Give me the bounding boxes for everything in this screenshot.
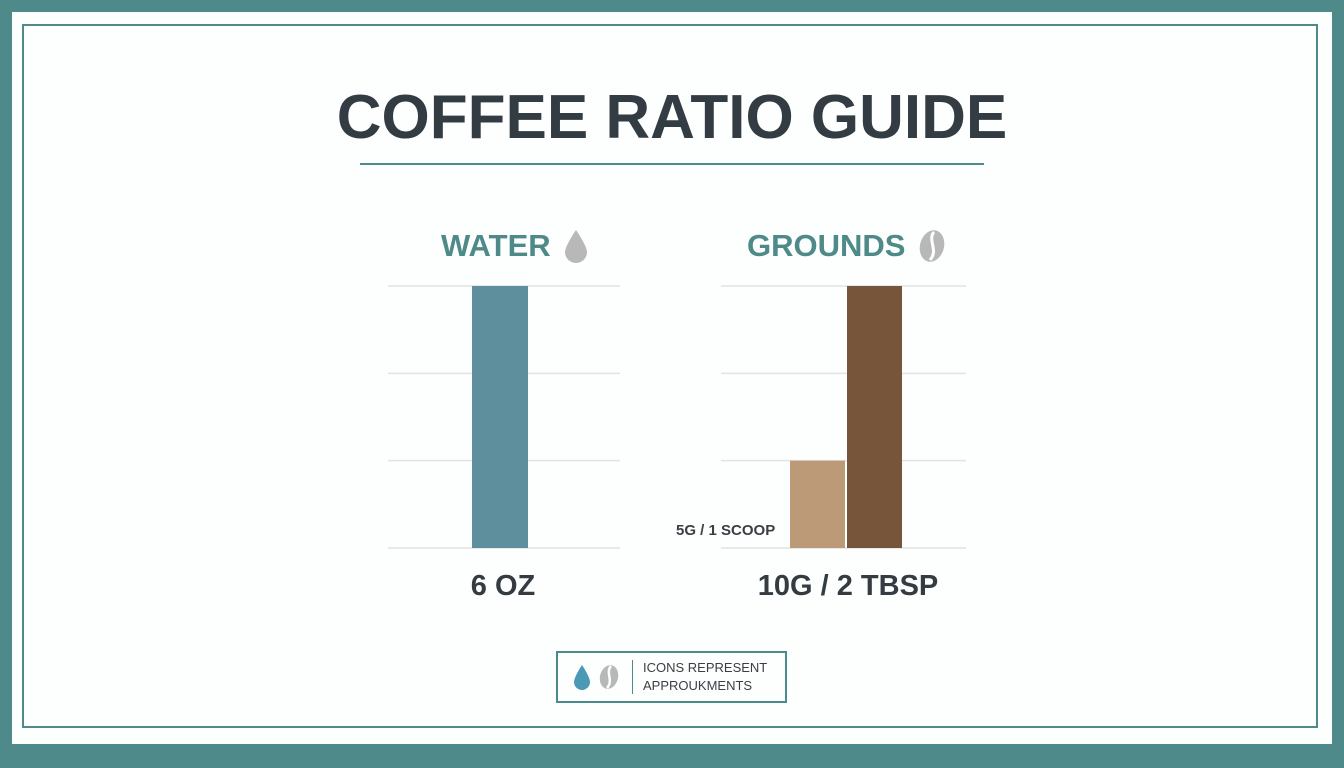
grounds-bar-0 — [790, 460, 845, 548]
water-bar-0 — [472, 286, 528, 548]
legend-line-1: ICONS REPRESENT — [643, 660, 768, 675]
page-title: COFFEE RATIO GUIDE — [336, 83, 1008, 152]
water-drop-icon — [564, 230, 587, 263]
legend-water-drop-icon — [574, 665, 590, 690]
legend-line-2: APPROUKMENTS — [643, 678, 753, 693]
scoop-bar-label: 5G / 1 SCOOP — [676, 522, 776, 539]
card — [12, 12, 1332, 744]
grounds-heading: GROUNDS — [747, 228, 947, 264]
grounds-heading-label: GROUNDS — [747, 228, 906, 263]
water-heading: WATER — [441, 228, 589, 264]
grounds-value-label: 10G / 2 TBSP — [757, 570, 939, 602]
title-underline — [360, 163, 984, 165]
water-value-label: 6 OZ — [470, 570, 536, 602]
legend-text: ICONS REPRESENT APPROUKMENTS — [643, 659, 767, 695]
legend-divider — [632, 660, 633, 694]
legend: ICONS REPRESENT APPROUKMENTS — [556, 651, 787, 703]
coffee-bean-icon — [920, 230, 945, 262]
grounds-bar-1 — [847, 286, 902, 548]
water-heading-label: WATER — [441, 228, 551, 263]
legend-coffee-bean-icon — [599, 665, 619, 689]
inner-frame — [22, 24, 1318, 728]
